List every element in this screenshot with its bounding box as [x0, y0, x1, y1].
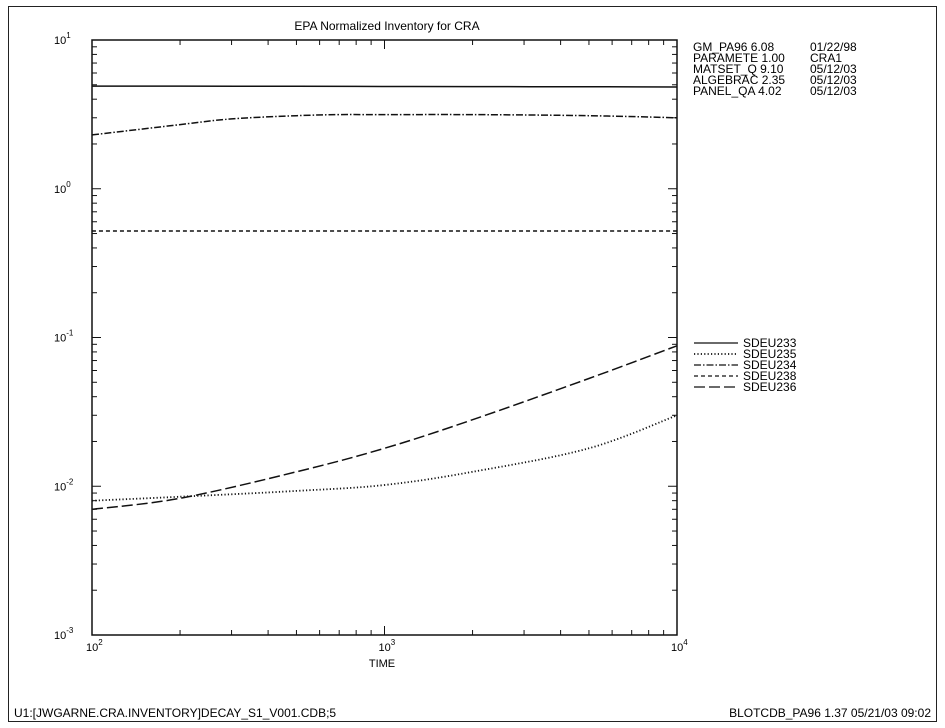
info-version: 05/12/03: [810, 84, 857, 98]
x-tick-label: 102: [86, 638, 103, 654]
series-line-sdeu234: [91, 113, 678, 136]
x-axis-label: TIME: [369, 658, 395, 670]
axis-ticks: 101 100 10-1 10-2 10-3 102 103 104: [54, 31, 688, 654]
info-version: CRA1: [810, 51, 842, 65]
y-tick-label: 10-2: [54, 477, 74, 493]
x-tick-label: 104: [671, 638, 688, 654]
info-version: 05/12/03: [810, 62, 857, 76]
info-version: 05/12/03: [810, 73, 857, 87]
y-tick-label: 100: [54, 180, 71, 196]
footer-left: U1:[JWGARNE.CRA.INVENTORY]DECAY_S1_V001.…: [14, 706, 336, 720]
y-tick-label: 10-3: [54, 626, 74, 642]
info-version: 01/22/98: [810, 40, 857, 54]
info-program: MATSET_Q 9.10: [693, 62, 784, 76]
info-program: PARAMETE 1.00: [693, 51, 785, 65]
chart-title: EPA Normalized Inventory for CRA: [294, 19, 479, 33]
legend-label-sdeu238: SDEU238: [743, 369, 797, 383]
legend-label-sdeu235: SDEU235: [743, 347, 797, 361]
footer-right: BLOTCDB_PA96 1.37 05/21/03 09:02: [729, 706, 931, 720]
legend-label-sdeu234: SDEU234: [743, 358, 797, 372]
version-info: GM_PA96 6.08 01/22/98 PARAMETE 1.00 CRA1 MAT…: [693, 40, 857, 98]
plot-area: [91, 39, 678, 636]
y-tick-label: 10-1: [54, 329, 74, 345]
series-line-sdeu236: [91, 345, 678, 511]
legend-label-sdeu233: SDEU233: [743, 336, 797, 350]
info-program: PANEL_QA 4.02: [693, 84, 782, 98]
series-line-sdeu235: [91, 414, 678, 502]
chart-frame: [8, 6, 937, 722]
y-tick-label: 101: [54, 31, 71, 47]
x-tick-label: 103: [379, 638, 396, 654]
info-program: ALGEBRAC 2.35: [693, 73, 785, 87]
series-line-sdeu233: [91, 85, 678, 88]
info-program: GM_PA96 6.08: [693, 40, 774, 54]
series-lines: [91, 85, 678, 511]
legend-label-sdeu236: SDEU236: [743, 380, 797, 394]
